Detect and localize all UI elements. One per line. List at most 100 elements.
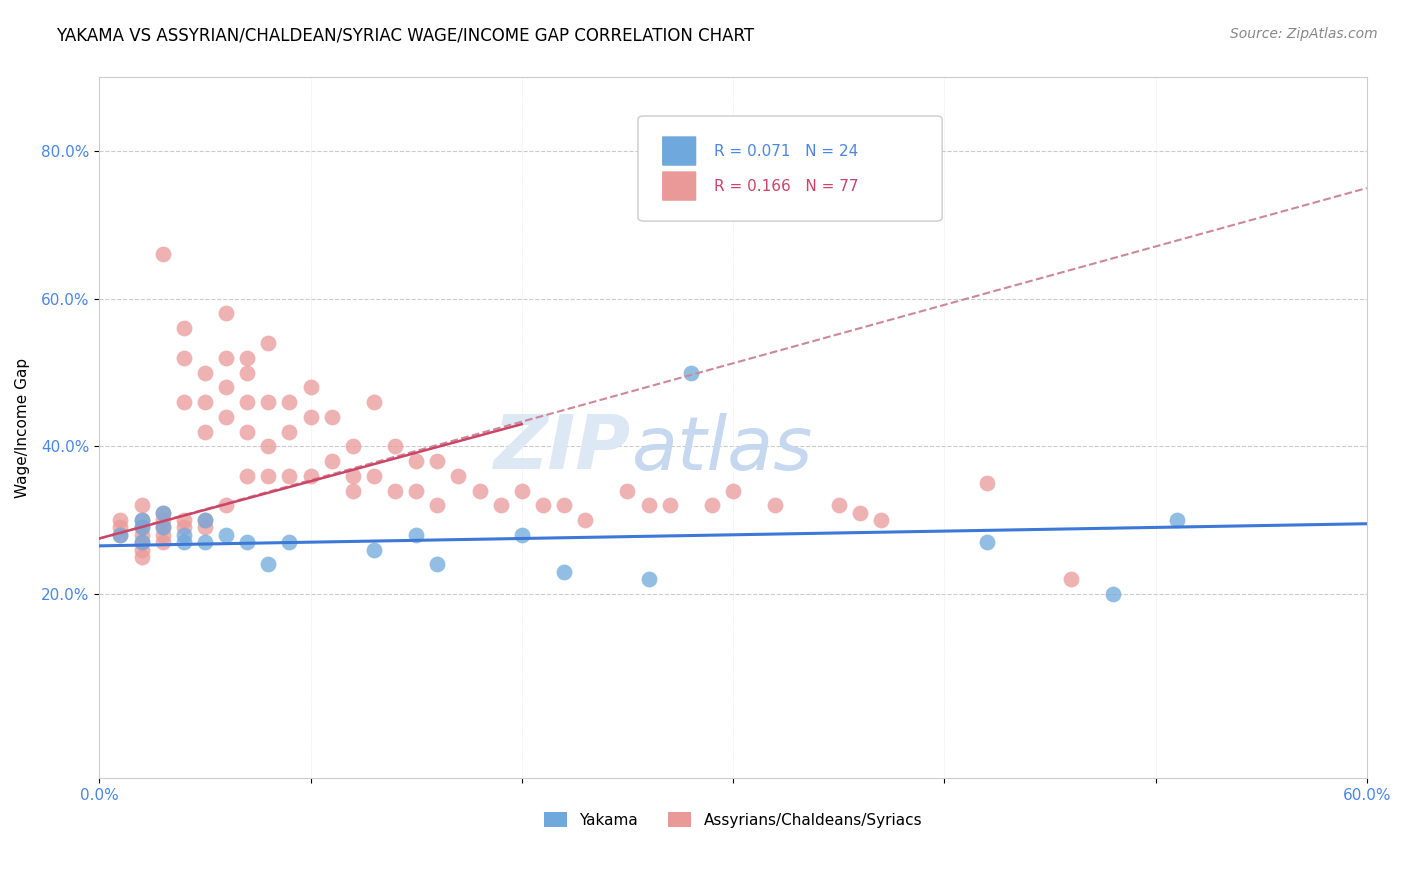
Point xyxy=(152,528,174,542)
Point xyxy=(215,351,238,365)
Point xyxy=(257,439,280,453)
Point xyxy=(131,498,153,512)
Point xyxy=(468,483,491,498)
Point xyxy=(827,498,849,512)
Point xyxy=(152,520,174,534)
Point xyxy=(110,528,132,542)
Point xyxy=(721,483,744,498)
Point xyxy=(679,366,702,380)
Point xyxy=(236,366,259,380)
Point xyxy=(131,535,153,549)
Point xyxy=(173,351,195,365)
Point xyxy=(236,351,259,365)
Point xyxy=(131,535,153,549)
Point xyxy=(131,513,153,527)
Point xyxy=(976,476,998,491)
Text: R = 0.071   N = 24: R = 0.071 N = 24 xyxy=(714,144,858,159)
Point xyxy=(849,506,872,520)
Point xyxy=(700,498,723,512)
Point xyxy=(173,321,195,335)
Point xyxy=(342,468,364,483)
Legend: Yakama, Assyrians/Chaldeans/Syriacs: Yakama, Assyrians/Chaldeans/Syriacs xyxy=(538,805,928,834)
Point xyxy=(131,520,153,534)
Point xyxy=(510,483,533,498)
Point xyxy=(658,498,681,512)
Point xyxy=(131,513,153,527)
Point xyxy=(510,528,533,542)
Point xyxy=(637,572,659,586)
Point xyxy=(257,558,280,572)
Text: YAKAMA VS ASSYRIAN/CHALDEAN/SYRIAC WAGE/INCOME GAP CORRELATION CHART: YAKAMA VS ASSYRIAN/CHALDEAN/SYRIAC WAGE/… xyxy=(56,27,755,45)
Point xyxy=(173,520,195,534)
Point xyxy=(278,535,301,549)
Point xyxy=(257,395,280,409)
Point xyxy=(236,535,259,549)
Point xyxy=(236,468,259,483)
Text: R = 0.166   N = 77: R = 0.166 N = 77 xyxy=(714,178,859,194)
Point xyxy=(321,409,343,424)
Point xyxy=(447,468,470,483)
Point xyxy=(215,528,238,542)
Point xyxy=(574,513,596,527)
Y-axis label: Wage/Income Gap: Wage/Income Gap xyxy=(15,358,30,498)
Point xyxy=(194,520,217,534)
Point xyxy=(299,380,322,394)
FancyBboxPatch shape xyxy=(662,136,696,166)
Point xyxy=(215,498,238,512)
Point xyxy=(405,454,427,468)
Point xyxy=(194,513,217,527)
Point xyxy=(215,409,238,424)
Point xyxy=(152,506,174,520)
Point xyxy=(173,528,195,542)
Point xyxy=(173,513,195,527)
Point xyxy=(363,395,385,409)
Point xyxy=(110,520,132,534)
Point xyxy=(870,513,893,527)
Point xyxy=(236,395,259,409)
Point xyxy=(194,425,217,439)
Point xyxy=(342,483,364,498)
Point xyxy=(299,468,322,483)
Point xyxy=(131,549,153,564)
Point xyxy=(384,483,406,498)
Point xyxy=(384,439,406,453)
Point xyxy=(152,513,174,527)
Text: Source: ZipAtlas.com: Source: ZipAtlas.com xyxy=(1230,27,1378,41)
Point xyxy=(194,513,217,527)
Point xyxy=(278,425,301,439)
Point xyxy=(110,528,132,542)
Point xyxy=(215,380,238,394)
Point xyxy=(363,542,385,557)
Point xyxy=(363,468,385,483)
Point xyxy=(236,425,259,439)
Point xyxy=(152,247,174,261)
Point xyxy=(405,528,427,542)
Text: ZIP: ZIP xyxy=(495,412,631,485)
Point xyxy=(152,535,174,549)
Point xyxy=(278,395,301,409)
Point xyxy=(426,454,449,468)
Point xyxy=(131,542,153,557)
Point xyxy=(426,558,449,572)
Point xyxy=(531,498,554,512)
Point xyxy=(278,468,301,483)
Point xyxy=(173,535,195,549)
Point xyxy=(763,498,786,512)
Point xyxy=(489,498,512,512)
Text: atlas: atlas xyxy=(631,413,813,485)
Point xyxy=(342,439,364,453)
FancyBboxPatch shape xyxy=(638,116,942,221)
Point xyxy=(299,409,322,424)
Point xyxy=(553,498,575,512)
Point xyxy=(637,498,659,512)
Point xyxy=(426,498,449,512)
Point xyxy=(976,535,998,549)
FancyBboxPatch shape xyxy=(662,171,696,201)
Point xyxy=(616,483,638,498)
Point xyxy=(1060,572,1083,586)
Point xyxy=(152,506,174,520)
Point xyxy=(110,513,132,527)
Point xyxy=(321,454,343,468)
Point xyxy=(553,565,575,579)
Point xyxy=(173,395,195,409)
